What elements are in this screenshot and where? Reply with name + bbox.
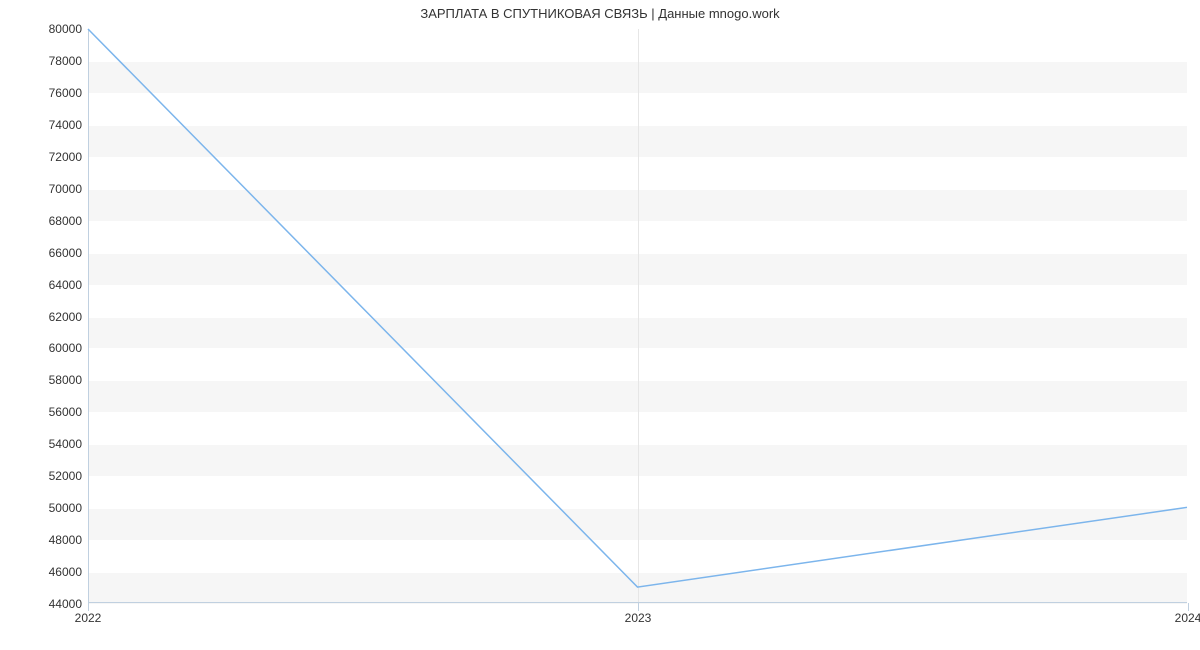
- y-tick-label: 78000: [49, 54, 88, 68]
- y-tick-label: 68000: [49, 214, 88, 228]
- y-tick-label: 62000: [49, 310, 88, 324]
- x-tick-label: 2023: [625, 603, 652, 625]
- y-tick-label: 70000: [49, 182, 88, 196]
- line-series-svg: [88, 29, 1187, 603]
- y-tick-label: 64000: [49, 278, 88, 292]
- x-tick-label: 2022: [75, 603, 102, 625]
- y-tick-label: 80000: [49, 22, 88, 36]
- chart-title: ЗАРПЛАТА В СПУТНИКОВАЯ СВЯЗЬ | Данные mn…: [420, 6, 779, 21]
- y-tick-label: 72000: [49, 150, 88, 164]
- line-series: [88, 29, 1187, 587]
- y-tick-label: 50000: [49, 501, 88, 515]
- x-tick-label: 2024: [1175, 603, 1200, 625]
- y-tick-label: 66000: [49, 246, 88, 260]
- y-tick-label: 48000: [49, 533, 88, 547]
- y-tick-label: 60000: [49, 341, 88, 355]
- y-tick-label: 76000: [49, 86, 88, 100]
- y-tick-label: 58000: [49, 373, 88, 387]
- y-tick-label: 54000: [49, 437, 88, 451]
- y-tick-label: 74000: [49, 118, 88, 132]
- y-tick-label: 56000: [49, 405, 88, 419]
- y-tick-label: 52000: [49, 469, 88, 483]
- y-tick-label: 46000: [49, 565, 88, 579]
- plot-area: 4400046000480005000052000540005600058000…: [88, 28, 1188, 603]
